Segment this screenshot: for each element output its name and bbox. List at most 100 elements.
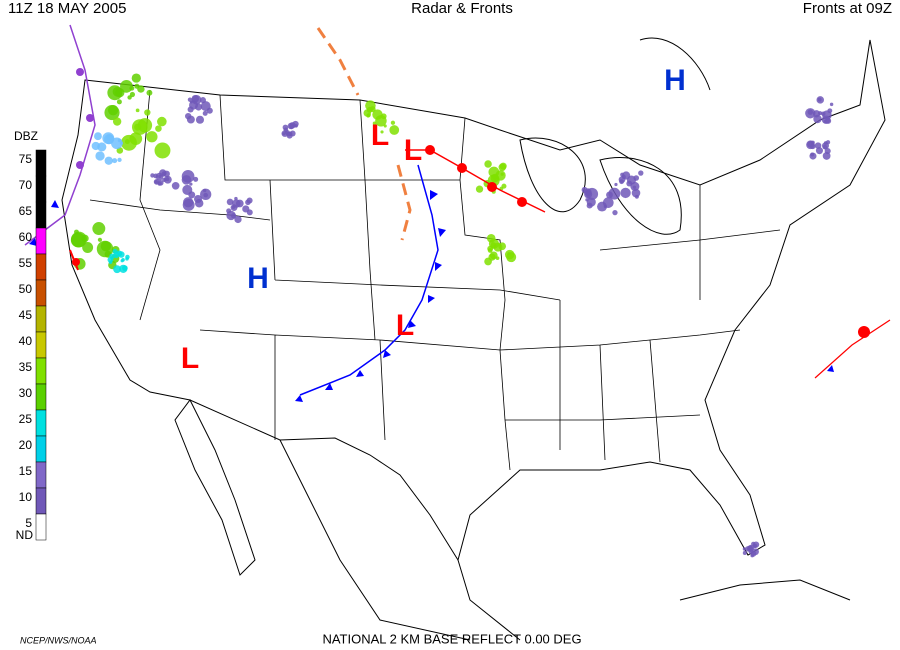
legend-level: 15	[19, 464, 33, 478]
legend-level: 60	[19, 230, 33, 244]
legend-level: 50	[19, 282, 33, 296]
radar-echo	[805, 108, 816, 119]
dbz-legend: DBZ 75 70 65 60 55 50 45 40 35 30 25 20 15 10 5ND	[14, 129, 47, 542]
radar-echo	[489, 251, 498, 260]
pressure-center: H	[664, 64, 686, 97]
geography	[61, 37, 886, 641]
radar-echo	[606, 191, 613, 199]
legend-level: 30	[19, 386, 33, 400]
radar-echoes	[70, 73, 834, 558]
radar-echo	[97, 237, 103, 242]
footer-product: NATIONAL 2 KM BASE REFLECT 0.00 DEG	[322, 631, 581, 646]
legend-swatch	[35, 461, 47, 489]
radar-echo	[498, 242, 507, 251]
legend-swatch	[35, 175, 47, 203]
radar-echo	[150, 173, 155, 178]
legend-swatch	[35, 279, 47, 307]
radar-echo	[602, 197, 614, 209]
radar-echo	[821, 115, 831, 124]
radar-echo	[157, 116, 167, 127]
radar-echo	[106, 134, 113, 141]
radar-echo	[585, 198, 589, 202]
radar-echo	[91, 141, 100, 151]
radar-echo	[154, 180, 158, 184]
radar-echo	[95, 151, 105, 161]
radar-echo	[188, 191, 196, 199]
legend-swatch	[35, 149, 47, 177]
radar-echo	[620, 172, 625, 177]
radar-echo	[186, 115, 195, 124]
radar-echo	[189, 182, 193, 186]
legend-level: 5	[25, 516, 32, 530]
radar-echo	[495, 256, 500, 261]
radar-echo	[113, 265, 122, 274]
radar-echo	[191, 94, 200, 103]
radar-echo	[389, 125, 400, 135]
header-title: Radar & Fronts	[411, 0, 513, 17]
radar-echo	[822, 144, 828, 150]
radar-echo	[187, 106, 194, 113]
header-fronts: Fronts at 09Z	[803, 0, 892, 17]
radar-echo	[499, 162, 507, 170]
legend-swatch	[35, 409, 47, 437]
radar-echo	[817, 97, 822, 102]
legend-swatch	[35, 227, 47, 255]
legend-nd: ND	[16, 528, 34, 542]
legend-level: 10	[19, 490, 33, 504]
radar-echo	[137, 85, 145, 93]
radar-echo	[282, 132, 286, 136]
radar-echo	[121, 134, 137, 151]
radar-echo	[202, 110, 208, 116]
radar-echo	[163, 175, 172, 184]
legend-swatch	[35, 253, 47, 281]
radar-echo	[206, 107, 213, 114]
legend-swatch	[35, 331, 47, 359]
radar-echo	[809, 152, 817, 160]
radar-echo	[622, 171, 631, 180]
radar-echo	[125, 254, 130, 260]
legend-swatch	[35, 513, 47, 541]
radar-echo	[484, 160, 492, 168]
radar-echo	[119, 141, 124, 145]
radar-echo	[806, 140, 815, 150]
fronts	[24, 24, 891, 402]
radar-echo	[283, 127, 289, 133]
radar-echo	[187, 97, 193, 102]
radar-echo	[380, 130, 384, 134]
legend-swatch	[35, 435, 47, 463]
radar-echo	[585, 187, 599, 201]
radar-echo	[121, 258, 125, 262]
footer-source: NCEP/NWS/NOAA	[20, 635, 97, 645]
radar-echo	[614, 182, 618, 187]
radar-echo	[183, 197, 194, 208]
radar-echo	[366, 106, 373, 113]
radar-echo	[484, 257, 492, 266]
legend-level: 70	[19, 178, 33, 192]
radar-echo	[586, 202, 593, 209]
legend-swatch	[35, 357, 47, 385]
legend-level: 20	[19, 438, 33, 452]
radar-echo	[742, 550, 747, 556]
radar-echo	[104, 105, 120, 121]
pressure-center: H	[247, 262, 269, 295]
radar-echo	[823, 119, 827, 124]
radar-echo	[475, 185, 484, 193]
radar-echo	[153, 173, 159, 179]
radar-echo	[813, 114, 822, 124]
legend-swatch	[35, 201, 47, 229]
radar-echo	[372, 121, 377, 126]
radar-echo	[131, 73, 141, 83]
radar-echo	[829, 102, 834, 107]
radar-echo	[234, 215, 242, 224]
radar-echo	[129, 85, 135, 91]
radar-echo	[749, 545, 753, 550]
radar-echo	[486, 234, 496, 243]
legend-swatch	[35, 487, 47, 515]
radar-echo	[146, 89, 153, 96]
radar-echo	[108, 260, 113, 265]
legend-level: 75	[19, 152, 33, 166]
radar-echo	[203, 188, 207, 193]
radar-echo	[620, 187, 631, 199]
radar-echo	[289, 124, 294, 130]
